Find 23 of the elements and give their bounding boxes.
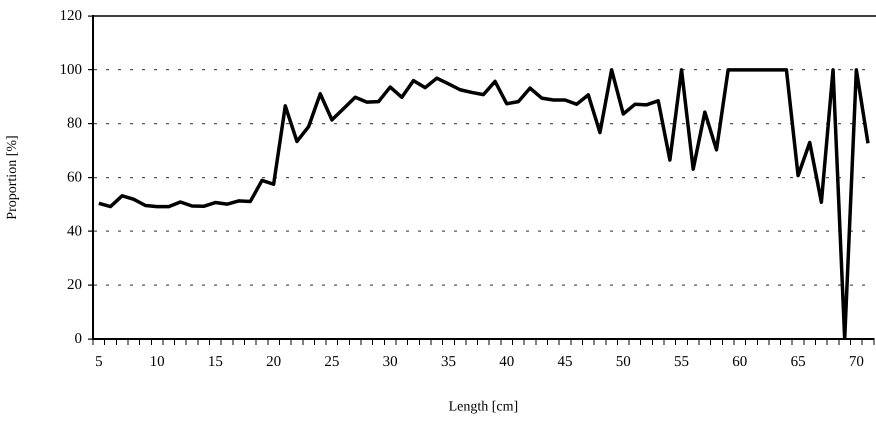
y-tick-label: 120	[60, 8, 82, 24]
x-tick-label: 20	[266, 354, 282, 370]
y-axis-title: Proportion [%]	[5, 135, 20, 220]
x-tick-label: 35	[440, 354, 456, 370]
y-tick-label: 80	[67, 116, 82, 132]
y-tick-label: 0	[74, 330, 82, 347]
y-tick-label: 100	[60, 62, 82, 78]
x-tick-label: 5	[95, 354, 103, 370]
x-tick-label: 45	[557, 354, 572, 370]
x-tick-label: 50	[616, 354, 631, 370]
x-tick-label: 25	[324, 354, 340, 370]
x-tick-label: 30	[382, 354, 398, 370]
x-tick-label: 60	[732, 354, 748, 370]
y-tick-label: 40	[67, 223, 82, 240]
x-tick-label: 10	[150, 354, 165, 370]
x-axis-title: Length [cm]	[448, 399, 518, 414]
x-tick-label: 40	[499, 354, 514, 370]
x-tick-label: 70	[848, 354, 864, 370]
x-tick-label: 65	[790, 354, 806, 370]
x-tick-label: 55	[674, 354, 690, 370]
y-tick-label: 20	[67, 277, 82, 294]
x-tick-label: 15	[208, 354, 223, 370]
y-tick-label: 60	[67, 169, 82, 186]
